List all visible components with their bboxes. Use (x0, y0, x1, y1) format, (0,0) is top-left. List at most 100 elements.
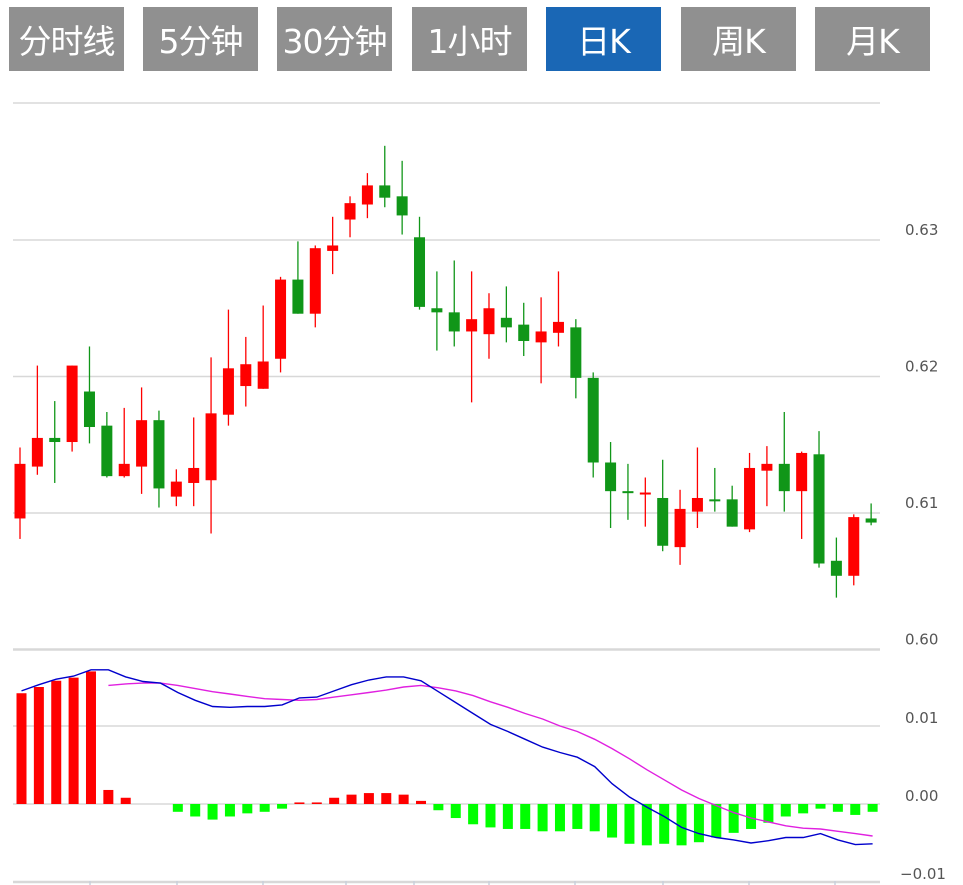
candle (66, 365, 78, 452)
candle-body (761, 463, 773, 471)
candle-body (222, 368, 234, 415)
candle-body (483, 308, 495, 335)
candle (796, 451, 808, 539)
candle-body (66, 365, 78, 443)
candle-body (587, 377, 599, 463)
candle-body (118, 463, 130, 477)
candle (49, 401, 61, 483)
candle-body (327, 245, 339, 251)
macd-bar (172, 804, 183, 812)
candle (744, 452, 756, 533)
candle (778, 411, 790, 512)
candle (605, 442, 617, 529)
candle (31, 365, 43, 475)
candle-body (379, 185, 391, 198)
macd-bar (850, 804, 861, 815)
macd-bar (242, 804, 253, 814)
tab-6[interactable]: 月K (815, 7, 930, 71)
candle (205, 357, 217, 534)
macd-bar (676, 804, 687, 846)
macd-bar (728, 804, 739, 833)
macd-bar (398, 794, 409, 804)
macd-bar (693, 804, 704, 843)
candle (414, 216, 426, 310)
y-tick-label: 0.62 (905, 358, 938, 376)
candle (431, 271, 443, 351)
macd-bar (329, 797, 340, 804)
macd-bar (537, 804, 548, 832)
macd-bar (416, 800, 427, 804)
tab-0[interactable]: 分时线 (9, 7, 124, 71)
candle-body (257, 361, 269, 389)
candle-body (292, 279, 304, 314)
y-tick-label: 0.63 (905, 221, 938, 239)
candle (379, 145, 391, 208)
candle (222, 309, 234, 426)
macd-bar (103, 789, 114, 804)
candle (587, 372, 599, 478)
candle-body (136, 420, 148, 467)
candle (674, 489, 686, 565)
tab-3[interactable]: 1小时 (412, 7, 527, 71)
tab-2[interactable]: 30分钟 (277, 7, 392, 71)
candle-body (49, 437, 61, 443)
candle-body (14, 463, 26, 519)
candle (500, 286, 512, 343)
macd-bar (381, 793, 392, 804)
candle (361, 173, 373, 219)
macd-bar (363, 793, 374, 804)
macd-bar (502, 804, 513, 829)
candle (396, 160, 408, 235)
candle-body (639, 492, 651, 495)
candle-body (744, 467, 756, 530)
candlestick-series (14, 145, 877, 598)
candle-body (726, 499, 738, 527)
candle-body (796, 452, 808, 492)
candle-body (431, 308, 443, 313)
macd-tick-label: −0.01 (900, 865, 946, 883)
candle-body (275, 279, 287, 359)
candle-body (414, 237, 426, 307)
candle-body (674, 508, 686, 548)
macd-bar (33, 687, 44, 804)
candle (848, 514, 860, 586)
candle-body (361, 185, 373, 205)
dif-line (21, 669, 873, 846)
candle-body (605, 462, 617, 492)
macd-bar (780, 804, 791, 817)
candle (830, 537, 842, 598)
candle (101, 411, 113, 478)
candle (275, 276, 287, 373)
candle (552, 271, 564, 347)
candle (865, 503, 877, 526)
candle-body (344, 203, 356, 220)
candle-body (101, 425, 113, 477)
tab-1[interactable]: 5分钟 (143, 7, 258, 71)
macd-bar (572, 804, 583, 829)
candle (118, 407, 130, 478)
candle (240, 336, 252, 407)
macd-bar (468, 804, 479, 825)
candle (448, 260, 460, 347)
candle-body (848, 517, 860, 576)
macd-tick-label: 0.00 (905, 787, 938, 805)
macd-bar (746, 804, 757, 829)
candle (709, 467, 721, 512)
macd-bar (433, 804, 444, 811)
macd-bar (485, 804, 496, 828)
macd-bar (207, 804, 218, 820)
macd-bar (832, 804, 843, 812)
candle (83, 346, 95, 444)
candle-body (466, 319, 478, 332)
candle-body (396, 196, 408, 216)
candle (170, 469, 182, 507)
macd-bar (51, 680, 62, 804)
tab-4[interactable]: 日K (546, 7, 661, 71)
macd-bar (68, 677, 79, 804)
tab-5[interactable]: 周K (681, 7, 796, 71)
candle (153, 410, 165, 508)
macd-bar (711, 804, 722, 838)
candle-body (240, 364, 252, 387)
candle (483, 293, 495, 359)
candle-body (570, 327, 582, 378)
